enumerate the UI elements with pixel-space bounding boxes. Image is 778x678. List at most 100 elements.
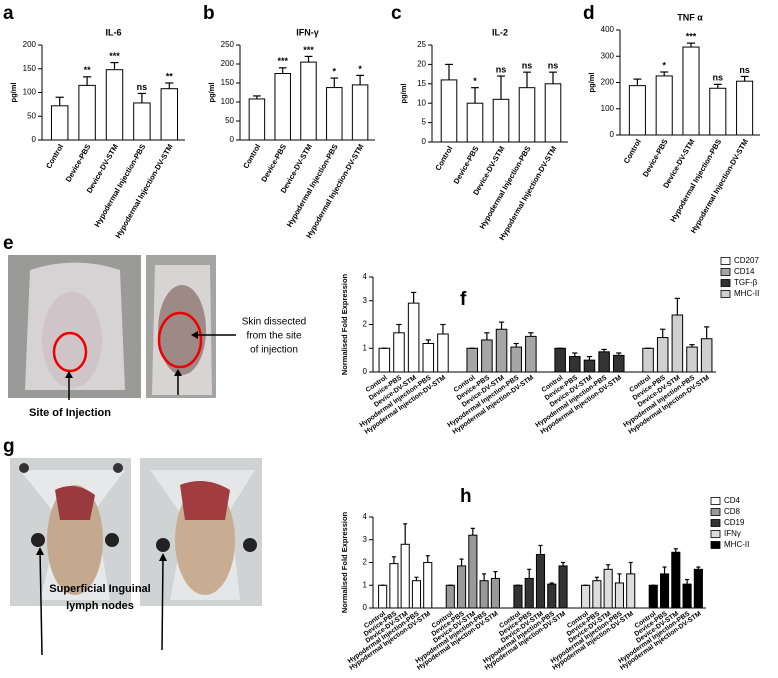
legend-swatch [710,519,721,527]
y-tick-label: 1 [363,343,368,352]
chart-title: IL-6 [105,27,121,37]
x-tick-label: Hypodermal Injection-PBS [478,144,533,230]
bar [524,577,534,609]
panel-letter: a [3,3,14,24]
y-tick-label: 250 [221,40,235,49]
bar [78,84,96,141]
bar [248,98,266,141]
y-tick-label: 400 [601,25,615,34]
y-tick-label: 20 [417,60,426,69]
y-tick-label: 300 [601,51,615,60]
y-tick-label: 2 [363,320,368,329]
bar [558,565,568,609]
x-tick-label: Hypodermal Injection-PBS [285,142,340,228]
bar [598,351,610,373]
y-tick-label: 0 [230,135,235,144]
bar [525,335,537,373]
bar [393,332,405,373]
legend-label: TGF-β [734,278,758,287]
bar [581,584,591,609]
bar [544,83,562,143]
bar [423,562,433,609]
significance-label: ns [713,73,724,83]
y-tick-label: 200 [601,78,615,87]
significance-label: *** [686,32,697,42]
legend-swatch [720,279,731,287]
legend-label: MHC-II [734,289,759,298]
x-tick-label: Device-PBS [259,142,288,183]
legend-label: CD19 [724,518,745,527]
bar [614,582,624,609]
bar [422,343,435,373]
panel-letter: h [460,486,472,507]
significance-label: ns [548,61,559,71]
bar [655,75,673,136]
bar [300,61,317,141]
legend-label: MHC-II [724,540,749,549]
bar [437,333,449,373]
significance-label: * [333,66,337,76]
significance-label: ** [166,71,174,81]
bar [628,85,646,136]
bar [466,102,484,143]
y-axis-label: Normalised Fold Expression [340,511,349,613]
y-tick-label: 0 [610,130,615,139]
bar [479,580,489,609]
y-tick-label: 50 [27,111,36,120]
bar [492,98,510,143]
significance-label: ** [84,65,92,75]
bar [547,583,557,609]
y-tick-label: 3 [363,535,368,544]
bar [592,580,602,609]
bar [513,584,523,609]
chart-title: IFN-γ [296,27,319,37]
x-tick-label: Hypodermal Injection-DV-STM [689,137,750,234]
bar [133,102,151,141]
annotation: Superficial Inguinal [49,583,150,595]
y-tick-label: 100 [221,97,235,106]
bar [445,584,455,609]
bar [700,338,713,373]
y-tick-label: 50 [225,116,234,125]
legend-label: IFNγ [724,529,741,538]
bar [326,87,343,141]
panel-letter: g [3,436,15,457]
bar [468,534,478,609]
y-tick-label: 25 [417,40,426,49]
y-axis-label: pg/ml [587,73,596,93]
y-tick-label: 100 [601,104,615,113]
y-tick-label: 200 [23,40,37,49]
x-tick-label: Control [241,142,262,170]
legend-swatch [720,268,731,276]
significance-label: ns [496,64,507,74]
y-tick-label: 0 [363,367,368,376]
y-axis-label: pg/ml [399,84,408,104]
bar [612,354,625,373]
x-tick-label: Control [433,144,454,172]
y-tick-label: 0 [363,603,368,612]
bar [569,356,581,373]
bar [378,347,391,373]
bar [682,46,700,136]
y-tick-label: 0 [32,135,37,144]
bar [671,551,681,609]
legend-label: CD207 [734,256,759,265]
chart-title: TNF α [677,12,703,22]
legend-swatch [710,508,721,516]
bar [389,563,399,609]
y-tick-label: 10 [417,98,426,107]
panel-letter: b [203,3,215,24]
y-tick-label: 4 [363,272,368,281]
y-tick-label: 100 [23,88,37,97]
photo-e [8,255,236,400]
legend-swatch [710,541,721,549]
bar [554,347,566,373]
bar [481,339,493,373]
bar [466,347,479,373]
bar [682,583,692,609]
x-tick-label: Device-PBS [641,137,670,178]
panel-letter: d [583,3,595,24]
bar [105,69,124,141]
panel-letter: e [3,233,14,254]
